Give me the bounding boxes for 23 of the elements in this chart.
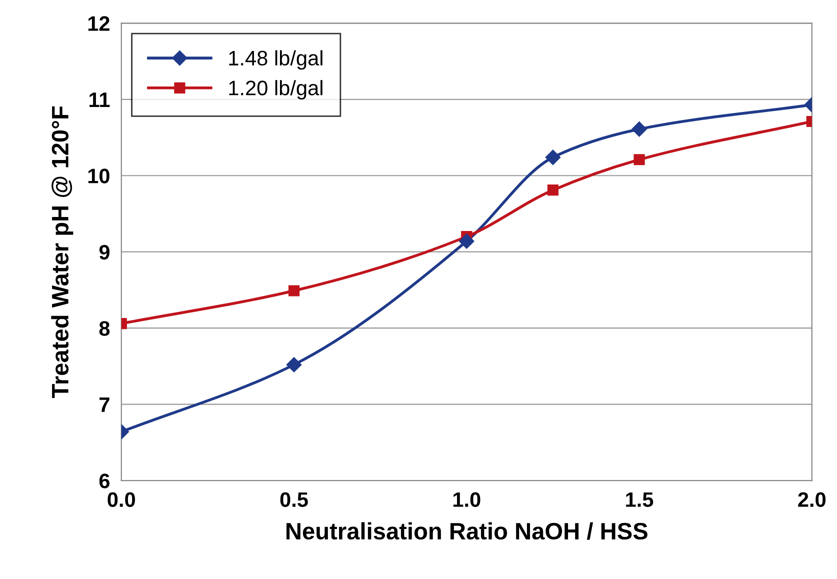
y-tick-label: 9 xyxy=(99,244,110,260)
y-axis-title: Treated Water pH @ 120°F xyxy=(51,106,74,398)
point xyxy=(632,122,647,137)
y-tick-label: 8 xyxy=(99,321,110,336)
y-tick-label: 6 xyxy=(99,474,110,488)
legend-label: 1.48 lb/gal xyxy=(229,50,322,70)
x-tick-label: 0.5 xyxy=(280,492,308,507)
point xyxy=(459,234,474,249)
y-tick-label: 12 xyxy=(88,16,110,31)
point xyxy=(547,184,558,196)
x-tick-label: 1.5 xyxy=(626,492,654,507)
point xyxy=(286,357,302,372)
x-axis-title: Neutralisation Ratio NaOH / HSS xyxy=(286,522,648,540)
y-tick-label: 11 xyxy=(90,92,110,107)
point xyxy=(545,150,561,165)
y-tick-label: 10 xyxy=(88,168,110,184)
x-tick-label: 1.0 xyxy=(453,492,480,507)
y-tick-label: 7 xyxy=(100,398,110,412)
point xyxy=(634,154,645,166)
legend-label: 1.20 lb/gal xyxy=(229,80,322,100)
x-tick-label: 0.0 xyxy=(108,492,135,507)
point xyxy=(288,285,300,296)
x-tick-label: 2.0 xyxy=(798,492,826,507)
